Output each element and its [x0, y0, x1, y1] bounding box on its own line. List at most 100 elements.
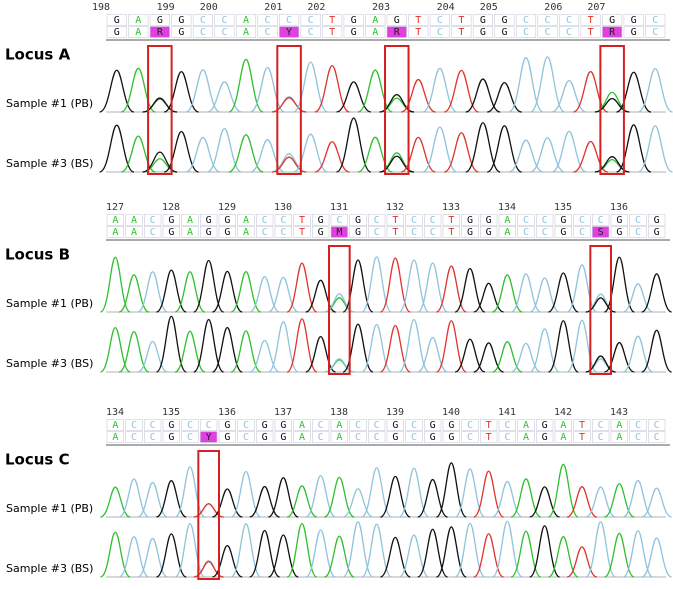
- base-letter: G: [224, 215, 230, 226]
- base-letter: C: [280, 215, 286, 226]
- base-letter: G: [542, 420, 548, 431]
- base-letter: C: [265, 27, 271, 38]
- base-letter: G: [178, 15, 184, 26]
- base-cell: [200, 431, 218, 443]
- base-letter: C: [131, 420, 137, 431]
- trace-peak: [465, 122, 501, 173]
- base-cell: [498, 226, 516, 238]
- trace-peak: [422, 126, 458, 173]
- base-cell: [592, 419, 610, 431]
- variant-box: [384, 45, 410, 175]
- sample-label: Sample #1 (PB): [6, 97, 93, 110]
- base-cell: [171, 26, 192, 38]
- trace-peak: [185, 69, 221, 113]
- trace-peak: [142, 151, 178, 173]
- base-letter: C: [131, 432, 137, 443]
- base-letter: C: [262, 215, 268, 226]
- trace-peak: [324, 293, 355, 313]
- trace-peak: [508, 57, 544, 113]
- base-cell: [293, 214, 311, 226]
- base-letter: T: [486, 420, 492, 431]
- locus-title: Locus C: [5, 451, 70, 469]
- trace-peak: [361, 467, 392, 518]
- position-number: 136: [610, 202, 628, 213]
- base-letter: G: [355, 215, 361, 226]
- base-letter: G: [280, 420, 286, 431]
- trace-peak: [342, 488, 374, 518]
- base-letter: G: [157, 15, 163, 26]
- base-letter: T: [486, 432, 492, 443]
- base-cell: [386, 226, 404, 238]
- base-letter: A: [243, 27, 249, 38]
- base-cell: [498, 419, 516, 431]
- base-cell: [442, 226, 460, 238]
- base-letter: A: [135, 15, 141, 26]
- trace-peak: [454, 468, 486, 518]
- base-letter: C: [411, 420, 417, 431]
- trace-peak: [212, 270, 243, 313]
- base-cell: [610, 214, 628, 226]
- trace-peak: [100, 326, 131, 373]
- base-cell: [554, 214, 572, 226]
- sample-label: Sample #1 (PB): [6, 502, 93, 515]
- trace-peak: [379, 93, 415, 113]
- base-cell: [405, 431, 423, 443]
- base-letter: C: [579, 227, 585, 238]
- trace-peak: [286, 262, 318, 313]
- base-cell: [330, 214, 348, 226]
- base-letter: Y: [206, 432, 212, 443]
- base-cell: [200, 226, 218, 238]
- trace-peak: [137, 481, 168, 518]
- base-cell: [237, 431, 255, 443]
- base-letter: A: [135, 27, 141, 38]
- base-letter: G: [355, 227, 361, 238]
- base-cell: [494, 26, 515, 38]
- trace-peak: [443, 132, 479, 173]
- base-cell: [623, 14, 644, 26]
- trace-peak: [286, 522, 318, 578]
- trace-peak: [465, 78, 501, 113]
- position-number: 135: [554, 202, 572, 213]
- trace-peak: [324, 535, 355, 578]
- trace-peak: [193, 318, 224, 373]
- base-cell: [343, 14, 364, 26]
- variant-box: [599, 45, 625, 175]
- base-cell: [580, 14, 601, 26]
- base-letter: G: [168, 420, 174, 431]
- base-letter: T: [329, 27, 335, 38]
- base-letter: C: [150, 432, 156, 443]
- trace-peak: [594, 97, 630, 113]
- trace-peak: [342, 323, 374, 373]
- trace-peak: [454, 522, 486, 578]
- base-letter: G: [114, 27, 120, 38]
- base-letter: A: [187, 227, 193, 238]
- base-letter: A: [243, 215, 249, 226]
- trace-peak: [271, 156, 307, 173]
- trace-peak: [342, 521, 374, 578]
- trace-peak: [436, 320, 467, 373]
- base-cell: [200, 214, 218, 226]
- base-cell: [592, 226, 610, 238]
- base-cell: [368, 214, 386, 226]
- base-letter: C: [654, 432, 660, 443]
- base-cell: [536, 431, 554, 443]
- trace-peak: [100, 256, 131, 313]
- base-letter: A: [299, 432, 305, 443]
- base-letter: G: [654, 227, 660, 238]
- trace-peak: [293, 61, 329, 113]
- base-letter: C: [243, 432, 249, 443]
- base-letter: G: [616, 215, 622, 226]
- base-letter: C: [374, 420, 380, 431]
- base-cell: [648, 419, 666, 431]
- base-letter: G: [501, 15, 507, 26]
- base-cell: [181, 214, 199, 226]
- trace-peak: [436, 462, 467, 518]
- base-letter: G: [178, 27, 184, 38]
- locus-title: Locus B: [5, 246, 70, 264]
- base-letter: A: [523, 420, 529, 431]
- trace-peak: [286, 485, 318, 518]
- base-cell: [610, 226, 628, 238]
- base-cell: [515, 26, 537, 38]
- base-cell: [106, 26, 127, 38]
- trace-peak: [156, 480, 187, 518]
